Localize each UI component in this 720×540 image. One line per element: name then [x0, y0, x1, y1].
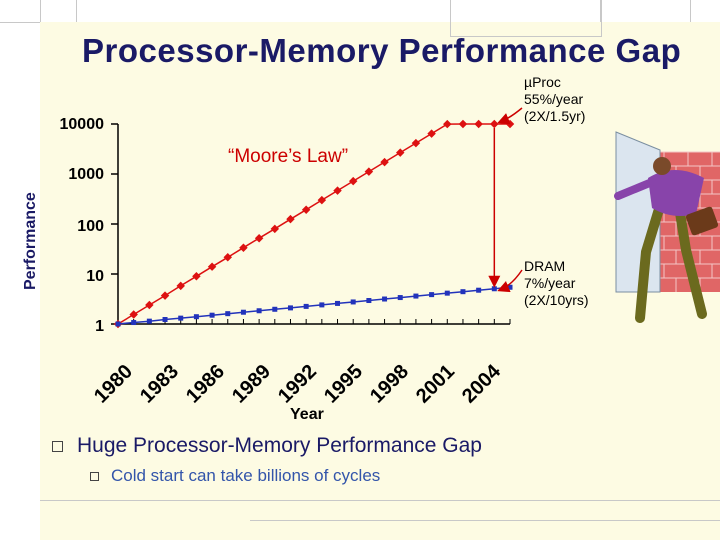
wall-person-illustration	[614, 131, 720, 323]
cpu-data-point	[458, 119, 468, 129]
dram-data-point	[240, 309, 246, 315]
cpu-data-point	[505, 119, 515, 129]
dram-annotation-line2: 7%/year	[524, 275, 576, 291]
cpu-data-point	[427, 129, 436, 138]
bullet-2-text: Cold start can take billions of cycles	[111, 466, 381, 485]
dram-data-point	[115, 321, 121, 327]
cpu-data-point	[411, 138, 421, 148]
dram-data-point	[272, 306, 278, 312]
cpu-data-point	[333, 186, 342, 195]
dram-data-point	[319, 302, 325, 308]
dram-data-point	[429, 292, 435, 298]
cpu-data-point	[348, 176, 358, 186]
frame-box-topleft	[0, 0, 77, 22]
dram-data-point	[131, 320, 137, 326]
cpu-annotation-line1: µProc	[524, 74, 561, 90]
person-torso	[648, 170, 704, 216]
dram-data-point	[460, 289, 466, 295]
cpu-annotation-line2: 55%/year	[524, 91, 584, 107]
annotation-arrows	[488, 107, 523, 293]
dram-data-point	[209, 312, 215, 318]
dram-data-point	[491, 286, 497, 292]
dram-data-point	[303, 303, 309, 309]
cpu-annotation: µProc 55%/year (2X/1.5yr)	[524, 74, 585, 125]
y-tick-10000: 10000	[59, 116, 105, 133]
cpu-data-point	[129, 310, 138, 319]
chart-axes	[111, 123, 511, 325]
dram-data-point	[146, 318, 152, 324]
cpu-data-point	[474, 119, 483, 129]
dram-data-point	[193, 314, 199, 320]
dram-data-point	[476, 287, 482, 293]
bullet-2: Cold start can take billions of cycles	[90, 466, 380, 486]
briefcase-icon	[685, 206, 719, 236]
dram-data-point	[178, 315, 184, 321]
slide-title: Processor-Memory Performance Gap	[82, 32, 682, 69]
cpu-series-line	[117, 123, 510, 325]
cpu-data-point	[239, 243, 248, 252]
y-tick-1: 1	[95, 318, 104, 335]
chart-marks	[113, 119, 515, 329]
cpu-data-point	[395, 148, 405, 157]
bullet-square-icon	[90, 472, 99, 482]
cpu-data-point	[145, 300, 154, 310]
dram-data-point	[162, 317, 168, 323]
dram-data-point	[335, 300, 341, 306]
cpu-data-point	[207, 262, 217, 271]
slide-background	[40, 22, 720, 540]
person-head	[653, 157, 671, 175]
cpu-annotation-arrow	[497, 107, 523, 125]
y-tick-10: 10	[86, 268, 104, 285]
cpu-data-point	[223, 253, 233, 262]
dram-data-point	[413, 293, 419, 299]
dram-annotation-line3: (2X/10yrs)	[524, 292, 589, 308]
y-tick-100: 100	[77, 218, 104, 235]
dram-data-point	[444, 290, 450, 296]
cpu-data-point	[490, 119, 499, 129]
dram-data-point	[287, 305, 293, 311]
bullet-1: Huge Processor-Memory Performance Gap	[52, 434, 482, 458]
frame-box-bottom2	[250, 520, 720, 521]
cpu-data-point	[317, 195, 327, 205]
frame-box-bottom	[40, 500, 720, 501]
dram-annotation: DRAM 7%/year (2X/10yrs)	[524, 258, 589, 309]
cpu-data-point	[192, 272, 201, 281]
bullet-1-text: Huge Processor-Memory Performance Gap	[77, 434, 482, 457]
y-tick-1000: 1000	[68, 166, 104, 183]
cpu-data-point	[270, 224, 280, 234]
x-axis-label: Year	[290, 406, 324, 423]
cpu-data-point	[364, 167, 374, 176]
dram-data-point	[382, 296, 388, 302]
cpu-data-point	[286, 214, 295, 224]
cpu-annotation-line3: (2X/1.5yr)	[524, 108, 586, 124]
frame-box-topright	[450, 0, 602, 37]
cpu-data-point	[160, 291, 170, 300]
dram-annotation-line1: DRAM	[524, 258, 566, 274]
person-arm	[614, 178, 656, 200]
dram-data-point	[225, 311, 231, 317]
dram-annotation-arrow	[497, 269, 523, 293]
cpu-data-point	[301, 205, 311, 214]
cpu-data-point	[176, 281, 185, 291]
dram-data-point	[366, 298, 372, 304]
dram-data-point	[350, 299, 356, 305]
dram-data-point	[256, 308, 262, 314]
cpu-data-point	[254, 233, 264, 243]
moores-law-annotation: “Moore’s Law”	[228, 146, 349, 167]
bullet-square-icon	[52, 440, 63, 452]
dram-series-line	[117, 286, 511, 325]
cpu-data-point	[443, 119, 452, 129]
dram-data-point	[397, 295, 403, 301]
cpu-data-point	[380, 157, 389, 167]
